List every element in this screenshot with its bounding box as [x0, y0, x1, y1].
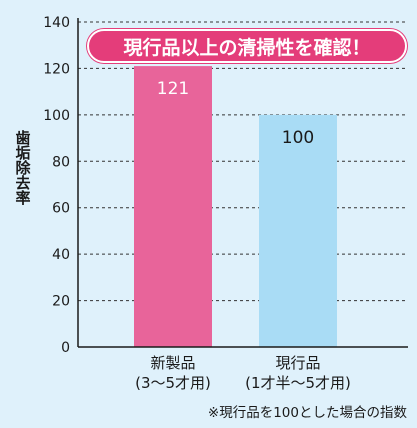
y-tick-label-40: 40 — [52, 247, 70, 263]
category-label-new-line1: 新製品 — [150, 354, 196, 372]
chart-title-text: 現行品以上の清掃性を確認！ — [123, 36, 371, 59]
footnote: ※現行品を100とした場合の指数 — [207, 405, 407, 421]
category-label-current: 現行品 (1才半〜5才用) — [228, 353, 368, 393]
bars: 121 100 — [134, 66, 337, 347]
bar-value-label-0: 121 — [157, 79, 189, 99]
y-axis-label: 歯垢除去率 — [12, 130, 32, 210]
y-tick-label-120: 120 — [43, 61, 70, 77]
axes — [77, 18, 408, 348]
category-label-current-line1: 現行品 — [275, 354, 321, 372]
y-tick-label-20: 20 — [52, 294, 70, 310]
bar-1 — [259, 114, 337, 347]
bar-value-label-1: 100 — [282, 128, 314, 148]
y-tick-label-80: 80 — [52, 154, 70, 170]
grid-lines — [78, 21, 408, 302]
y-tick-label-60: 60 — [52, 201, 70, 217]
y-tick-label-100: 100 — [43, 108, 70, 124]
chart-title: 現行品以上の清掃性を確認！ — [87, 29, 407, 63]
y-axis-ticks: 0 20 40 60 80 100 120 140 — [43, 15, 70, 356]
category-label-new: 新製品 (3〜5才用) — [103, 353, 243, 393]
y-tick-label-140: 140 — [43, 15, 70, 31]
bar-0 — [134, 66, 212, 347]
category-label-current-line2: (1才半〜5才用) — [245, 374, 351, 392]
y-tick-label-0: 0 — [61, 340, 70, 356]
category-label-new-line2: (3〜5才用) — [135, 374, 211, 392]
y-axis-label-text: 歯垢除去率 — [13, 130, 32, 205]
